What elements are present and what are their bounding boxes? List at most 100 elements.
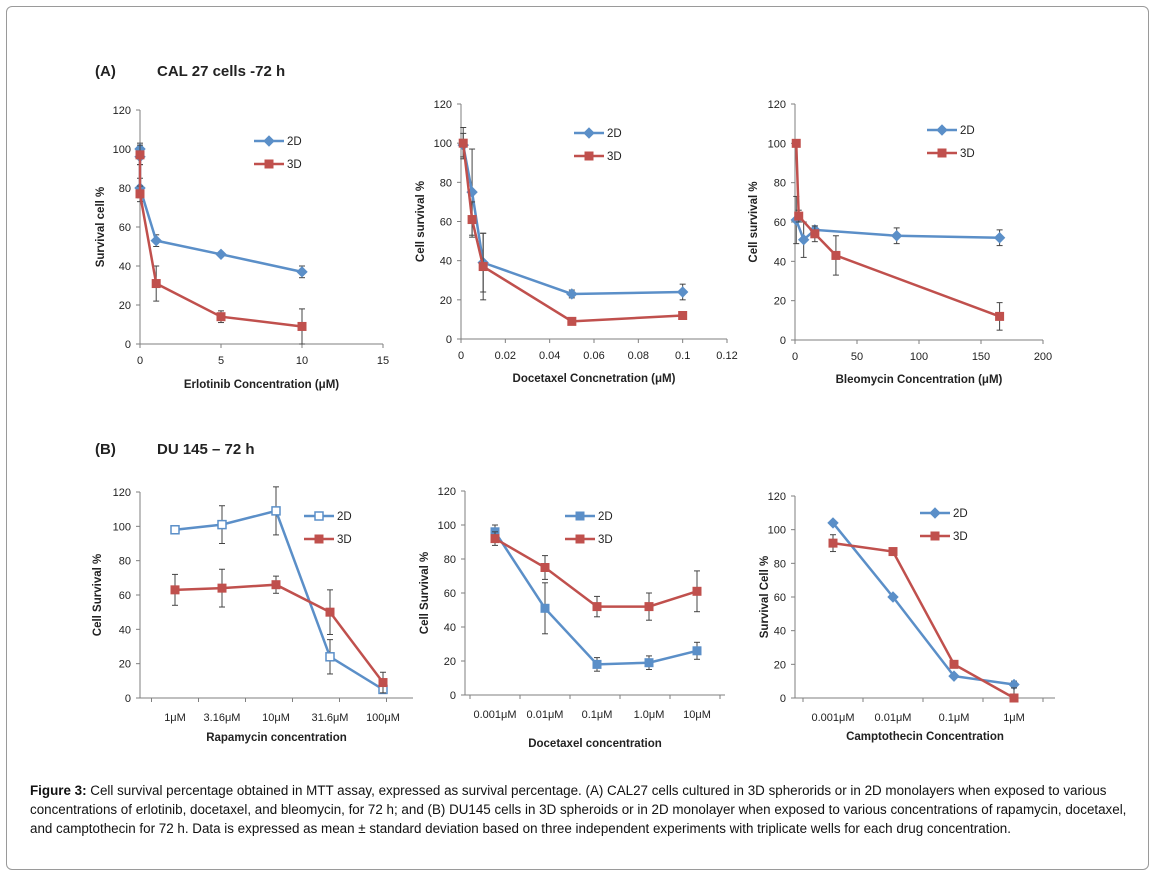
chart-a3: 0 20 40 60 80 100 120 0 50 100 150 200 Bleomycin Con… (748, 99, 1052, 386)
data-point (890, 230, 903, 242)
data-point (692, 646, 702, 656)
x-tick-label: 15 (377, 355, 389, 367)
legend-label: 3D (607, 151, 622, 163)
y-tick-label: 60 (774, 592, 786, 604)
series-2d (490, 524, 702, 672)
x-axis-label: Erlotinib Concentration (μM) (184, 379, 339, 391)
data-point (271, 580, 281, 590)
y-tick-label: 100 (438, 520, 456, 532)
legend-entry: 3D (254, 159, 302, 171)
series-3d (791, 138, 1005, 331)
data-point (216, 312, 226, 322)
data-point (949, 659, 959, 669)
series-2d (170, 486, 388, 695)
y-tick-label: 80 (774, 178, 786, 190)
x-tick-label: 0.04 (539, 350, 560, 362)
chart-a2: 0 20 40 60 80 100 120 0 0.02 0.04 0.06 0.08 0.1 0.12 D… (415, 99, 738, 385)
x-axis-label: Bleomycin Concentration (μM) (836, 374, 1003, 386)
data-point (828, 538, 838, 548)
legend-label: 2D (287, 136, 302, 148)
legend-marker (936, 124, 948, 136)
x-tick-label: 200 (1034, 351, 1052, 363)
legend-entry: 2D (927, 124, 975, 137)
y-tick-label: 80 (444, 554, 456, 566)
series-line (493, 531, 698, 666)
legend-label: 2D (953, 508, 968, 520)
y-axis-label: Cell Survival % (92, 554, 104, 636)
series-line (174, 509, 384, 691)
x-tick-label: 0.01μM (527, 709, 564, 721)
data-point (797, 233, 810, 246)
caption-label: Figure 3: (30, 783, 87, 798)
legend-label: 3D (598, 534, 613, 546)
data-point (678, 311, 688, 320)
y-tick-label: 100 (113, 521, 131, 533)
y-tick-label: 100 (434, 138, 452, 150)
data-point (271, 506, 281, 516)
data-point (478, 262, 488, 272)
figure-caption: Figure 3: Cell survival percentage obtai… (30, 781, 1130, 838)
figure-frame (6, 6, 1149, 870)
legend-entry: 2D (304, 511, 352, 523)
y-tick-label: 100 (768, 525, 786, 537)
data-point (150, 234, 162, 247)
x-tick-label: 0.06 (583, 350, 604, 362)
series-3d (458, 127, 688, 326)
data-point (810, 229, 820, 239)
y-tick-label: 80 (119, 183, 131, 195)
data-point (215, 248, 227, 261)
series-line (461, 144, 683, 296)
legend-marker (575, 511, 585, 521)
legend-label: 2D (598, 511, 613, 523)
y-axis-label: Survival cell % (95, 187, 107, 268)
y-axis-label: Cell survival % (415, 181, 427, 262)
x-tick-label: 10μM (262, 712, 290, 724)
legend-entry: 2D (574, 127, 622, 140)
legend-marker (264, 159, 274, 169)
series-2d (790, 195, 1006, 258)
data-point (297, 321, 307, 331)
data-point (325, 607, 335, 617)
x-tick-label: 3.16μM (204, 712, 241, 724)
legend-entry: 2D (254, 135, 302, 148)
x-tick-label: 0.001μM (473, 709, 516, 721)
data-point (217, 519, 227, 530)
series-line (138, 154, 303, 328)
legend-entry: 2D (920, 507, 968, 520)
y-tick-label: 40 (119, 624, 131, 636)
caption-text: Cell survival percentage obtained in MTT… (30, 783, 1127, 836)
legend-label: 2D (960, 125, 975, 137)
legend-marker (930, 531, 940, 541)
chart-a1: 0 20 40 60 80 100 120 0 5 10 15 Erlotinib Concentra… (95, 105, 389, 391)
data-point (540, 603, 550, 613)
data-point (566, 288, 578, 300)
y-tick-label: 40 (774, 626, 786, 638)
x-tick-label: 5 (218, 355, 224, 367)
series-2d (457, 132, 689, 301)
legend-label: 3D (960, 148, 975, 160)
data-point (325, 652, 335, 662)
y-tick-label: 60 (774, 217, 786, 229)
legend-entry: 3D (304, 534, 352, 546)
y-tick-label: 40 (119, 261, 131, 273)
panel-a-letter: (A) (95, 63, 116, 80)
x-tick-label: 0 (137, 355, 143, 367)
x-tick-label: 100μM (366, 712, 400, 724)
series-line (174, 583, 384, 684)
panel-b-title: DU 145 – 72 h (157, 441, 255, 458)
legend-marker (584, 151, 594, 161)
series-3d (828, 534, 1019, 703)
legend-label: 3D (287, 159, 302, 171)
data-point (217, 583, 227, 593)
chart-b3: 0 20 40 60 80 100 120 0.001μM 0.01μM 0.1μM 1μM Camp… (759, 491, 1055, 743)
y-tick-label: 0 (780, 693, 786, 705)
data-point (490, 534, 500, 544)
y-tick-label: 0 (125, 693, 131, 705)
x-tick-label: 1μM (164, 712, 186, 724)
series-3d (170, 568, 388, 694)
x-tick-label: 0.1μM (582, 709, 613, 721)
data-point (1009, 693, 1019, 703)
x-axis-label: Rapamycin concentration (206, 732, 347, 744)
y-tick-label: 20 (774, 296, 786, 308)
